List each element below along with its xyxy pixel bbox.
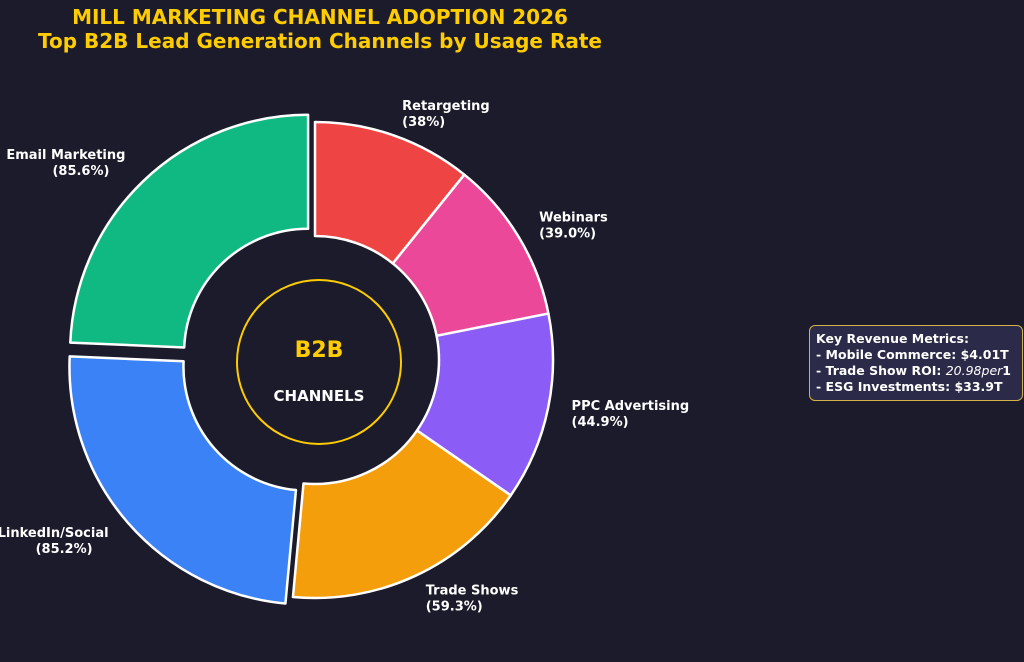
donut-slices [68, 113, 555, 605]
slice-label-ppc-advertising: PPC Advertising [572, 399, 690, 414]
slice-value-label-linkedin-social: (85.2%) [36, 542, 93, 557]
metric-trade-show-roi-value: 20.98per [945, 363, 1003, 378]
slice-linkedin-social [68, 355, 298, 605]
slice-label-retargeting: Retargeting [402, 99, 490, 114]
metric-esg-investments: - ESG Investments: $33.9T [816, 379, 1003, 394]
key-metrics-box: Key Revenue Metrics: - Mobile Commerce: … [809, 325, 1023, 401]
chart-title-block: MILL MARKETING CHANNEL ADOPTION 2026 Top… [0, 5, 640, 53]
slice-label-webinars: Webinars [539, 210, 608, 225]
chart-title: MILL MARKETING CHANNEL ADOPTION 2026 [72, 5, 568, 29]
metrics-title: Key Revenue Metrics: [816, 331, 969, 346]
slice-value-label-retargeting: (38%) [402, 115, 445, 130]
slice-label-trade-shows: Trade Shows [426, 583, 519, 598]
metric-trade-show-roi-prefix: - Trade Show ROI: [816, 363, 946, 378]
slice-value-label-webinars: (39.0%) [539, 226, 596, 241]
center-text-b2b: B2B [295, 338, 344, 363]
slice-value-label-ppc-advertising: (44.9%) [572, 415, 629, 430]
center-text-channels: CHANNELS [274, 387, 365, 405]
slice-label-linkedin-social: LinkedIn/Social [0, 526, 109, 541]
slice-value-label-email-marketing: (85.6%) [52, 164, 109, 179]
metric-trade-show-roi-suffix: 1 [1002, 363, 1011, 378]
slice-trade-shows [291, 429, 512, 600]
slice-label-email-marketing: Email Marketing [6, 148, 125, 163]
slice-labels: Retargeting(38%) Webinars(39.0%) PPC Adver… [0, 99, 689, 615]
metric-mobile-commerce: - Mobile Commerce: $4.01T [816, 347, 1009, 362]
metric-trade-show-roi: - Trade Show ROI: 20.98per1 [816, 363, 1022, 379]
slice-email-marketing [69, 113, 310, 349]
center-ring [236, 279, 402, 445]
chart-subtitle: Top B2B Lead Generation Channels by Usag… [38, 29, 602, 53]
slice-value-label-trade-shows: (59.3%) [426, 599, 483, 614]
